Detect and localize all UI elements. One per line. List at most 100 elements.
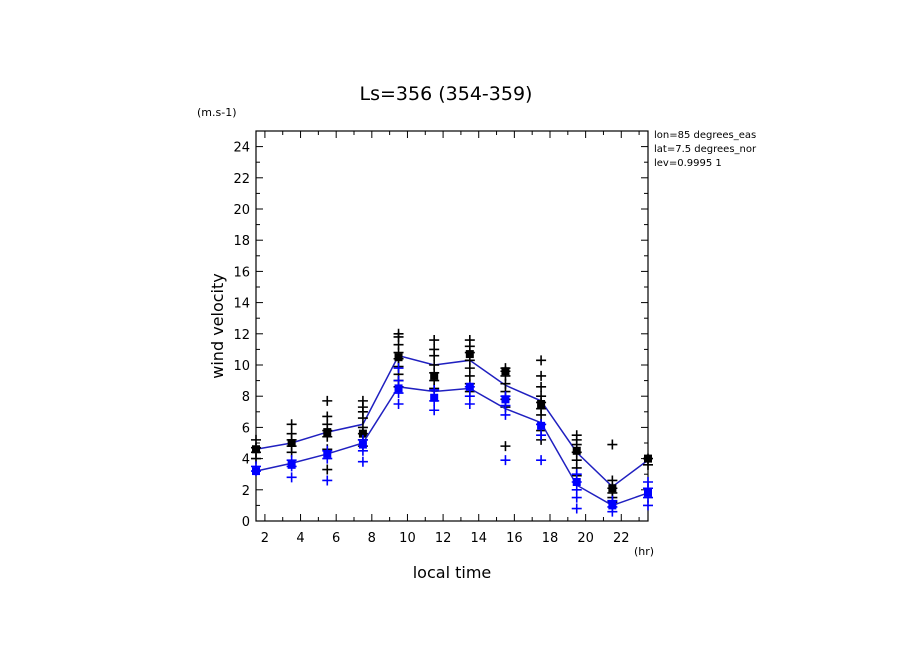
plus-marker — [571, 469, 582, 480]
x-tick-label: 22 — [613, 531, 630, 546]
plus-marker — [536, 430, 547, 441]
plus-marker — [429, 335, 440, 346]
plus-marker — [286, 428, 297, 439]
square-marker — [252, 445, 260, 454]
plus-marker — [643, 477, 653, 487]
plus-marker — [536, 381, 547, 392]
square-marker — [608, 501, 617, 510]
x-tick-label: 12 — [435, 531, 452, 546]
x-tick-label: 10 — [399, 531, 416, 546]
y-tick-label: 18 — [233, 234, 250, 249]
y-tick-label: 0 — [242, 515, 250, 530]
plus-marker — [357, 395, 368, 406]
y-unit-label: (m.s-1) — [197, 106, 237, 119]
plus-marker — [536, 355, 547, 366]
square-marker — [323, 449, 332, 458]
x-tick-label: 4 — [296, 531, 304, 546]
plus-marker — [251, 434, 261, 445]
series-line — [255, 386, 649, 507]
plus-marker — [536, 391, 547, 402]
square-marker — [572, 446, 581, 455]
plus-marker — [607, 439, 618, 450]
y-tick-label: 20 — [233, 203, 250, 218]
y-tick-label: 8 — [242, 390, 250, 405]
plus-marker — [536, 455, 547, 466]
square-marker — [572, 478, 581, 486]
plus-marker — [571, 503, 582, 514]
series-1 — [251, 328, 653, 508]
square-marker — [501, 367, 510, 376]
square-marker — [394, 353, 403, 362]
x-axis-label: local time — [413, 563, 492, 582]
y-tick-label: 22 — [233, 172, 250, 187]
y-tick-label: 24 — [233, 141, 250, 156]
square-marker — [252, 467, 260, 476]
square-marker — [430, 371, 439, 380]
square-marker — [644, 454, 652, 463]
y-tick-label: 2 — [242, 484, 250, 499]
square-marker — [287, 439, 296, 447]
chart-title: Ls=356 (354-359) — [360, 83, 533, 105]
x-unit-label: (hr) — [634, 545, 654, 558]
plus-marker — [322, 411, 333, 422]
square-marker — [537, 400, 546, 408]
square-marker — [644, 488, 652, 497]
square-marker — [430, 393, 439, 402]
plus-marker — [500, 441, 511, 452]
square-marker — [358, 429, 367, 438]
plus-marker — [429, 405, 440, 416]
square-marker — [608, 484, 617, 493]
y-axis-label: wind velocity — [208, 273, 227, 378]
x-tick-label: 8 — [368, 531, 376, 546]
plus-marker — [393, 328, 404, 339]
x-tick-label: 2 — [261, 531, 269, 546]
x-tick-label: 18 — [542, 531, 559, 546]
x-axis-ticks: 2 4 6 8 10 12 14 16 18 20 22 — [261, 131, 640, 546]
x-tick-label: 14 — [470, 531, 487, 546]
plus-marker — [322, 464, 333, 475]
plus-marker — [429, 384, 440, 395]
plus-marker — [429, 360, 440, 370]
plus-marker — [393, 375, 404, 386]
square-marker — [465, 382, 474, 391]
plus-marker — [571, 430, 582, 441]
y-tick-label: 14 — [233, 297, 250, 312]
plus-marker — [357, 456, 368, 467]
square-marker — [501, 395, 510, 404]
square-marker — [394, 384, 403, 393]
square-marker — [465, 350, 474, 359]
plus-marker — [322, 475, 333, 486]
square-marker — [323, 428, 332, 437]
y-tick-label: 12 — [233, 328, 250, 343]
y-tick-label: 6 — [242, 421, 250, 436]
info-line-2: lat=7.5 degrees_nor — [654, 144, 757, 155]
plus-marker — [464, 335, 475, 346]
x-tick-label: 16 — [506, 531, 523, 546]
plus-marker — [464, 391, 475, 402]
x-tick-label: 20 — [577, 531, 594, 546]
y-tick-label: 4 — [242, 453, 250, 468]
plus-marker — [429, 344, 440, 355]
y-tick-label: 10 — [233, 359, 250, 374]
series-2 — [251, 363, 653, 517]
info-line-1: lon=85 degrees_eas — [654, 130, 756, 141]
series-layer — [251, 328, 653, 517]
square-marker — [287, 460, 296, 469]
square-marker — [358, 440, 367, 449]
plus-marker — [393, 363, 404, 374]
plus-marker — [536, 370, 547, 381]
plus-marker — [607, 475, 618, 486]
y-tick-label: 16 — [233, 265, 250, 280]
plot-frame — [255, 130, 649, 522]
series-line — [255, 354, 649, 488]
plus-marker — [500, 455, 511, 466]
plus-marker — [286, 472, 297, 483]
plus-marker — [500, 409, 511, 420]
square-marker — [537, 421, 546, 430]
info-line-3: lev=0.9995 1 — [654, 158, 722, 169]
x-tick-label: 6 — [332, 531, 340, 546]
plus-marker — [286, 419, 297, 430]
plus-marker — [393, 399, 404, 409]
